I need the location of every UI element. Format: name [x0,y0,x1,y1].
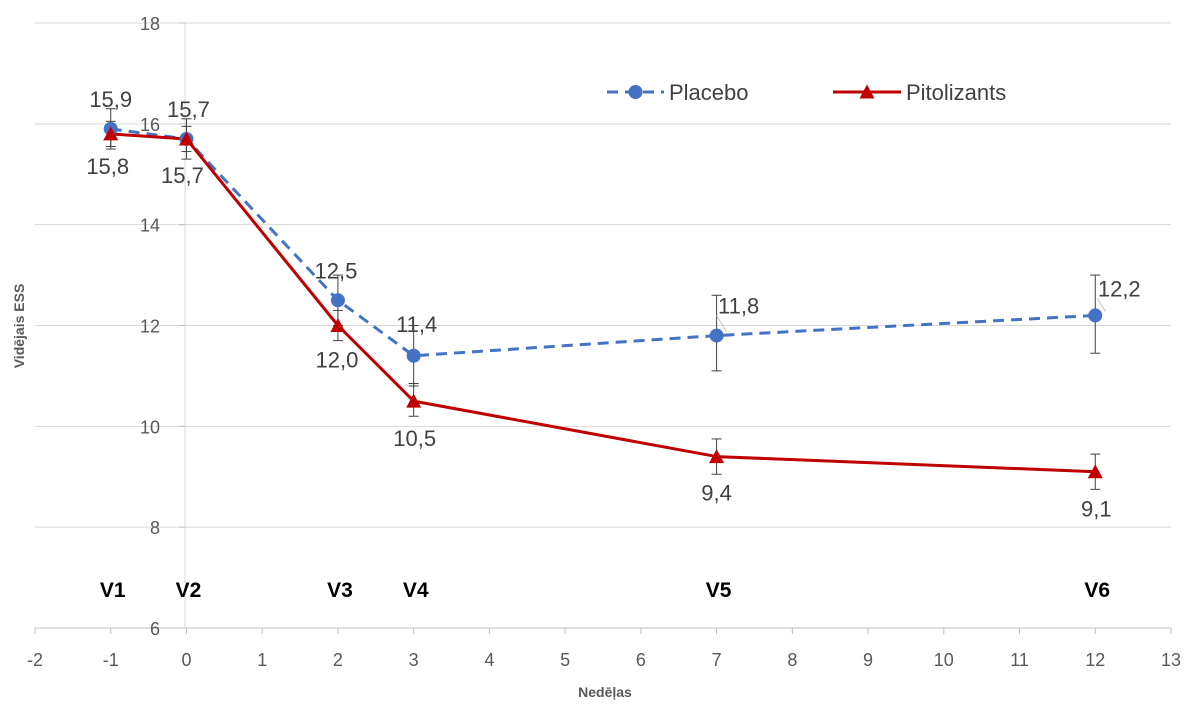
data-labels: 15,9 15,8 15,7 15,7 12,5 12,0 11,4 10,5 11,8 9,4 1… [86,87,1140,522]
data-label-pitolizants: 9,1 [1081,497,1112,522]
data-label-placebo: 15,7 [167,97,210,122]
x-tick-label: 11 [1010,650,1029,670]
y-tick-label: 14 [140,216,160,236]
x-tick-label: 1 [257,650,267,670]
error-bars [105,108,1101,490]
x-axis-title: Nedēļas [578,684,632,700]
x-tick-label: -1 [103,650,119,670]
legend: Placebo Pitolizants [607,80,1006,105]
y-axis-title: Vidējais ESS [11,284,27,369]
data-label-pitolizants: 15,7 [161,163,204,188]
x-tick-label: 8 [787,650,797,670]
x-tick-label: 3 [409,650,419,670]
y-tick-label: 8 [150,518,160,538]
x-tick-label: 10 [934,650,954,670]
data-point-pitolizants [330,318,346,332]
y-tick-label: 16 [140,115,160,135]
series-line-placebo [110,127,1096,358]
data-label-pitolizants: 10,5 [393,426,436,451]
visit-label: V5 [706,579,732,602]
y-tick-label: 12 [140,317,160,337]
data-label-leader [716,315,728,332]
legend-label-pitolizants: Pitolizants [906,80,1006,105]
x-tick-label: 2 [333,650,343,670]
x-tick-label: 13 [1161,650,1181,670]
x-tick-label: -2 [27,650,43,670]
data-label-pitolizants: 12,0 [316,348,359,373]
legend-marker-pitolizants [859,84,875,99]
visit-label: V4 [403,579,429,602]
visit-label: V1 [100,579,126,602]
data-label-pitolizants: 15,8 [86,154,129,179]
visit-label: V3 [327,579,353,602]
legend-label-placebo: Placebo [669,80,749,105]
visit-label: V2 [176,579,202,602]
data-point-placebo [406,348,421,363]
data-point-pitolizants [178,131,194,146]
x-tick-label: 9 [863,650,873,670]
series-line-pitolizants [110,132,1096,474]
visit-label: V6 [1084,579,1110,602]
data-label-placebo: 11,8 [718,294,759,319]
x-tick-label: 0 [181,650,191,670]
x-tick-label: 6 [636,650,646,670]
gridlines [35,22,1171,528]
axes [34,22,1172,634]
data-point-placebo [330,293,345,308]
data-label-leader [1096,298,1106,312]
data-label-placebo: 15,9 [89,87,132,112]
data-point-placebo [709,328,724,343]
data-label-placebo: 12,2 [1098,276,1141,301]
data-point-pitolizants [1087,464,1103,479]
data-point-pitolizants [103,126,119,141]
series-lines [110,127,1096,474]
legend-marker-placebo [628,85,643,99]
x-tick-label: 7 [712,650,722,670]
data-point-pitolizants [406,393,422,408]
y-tick-label: 6 [150,619,160,639]
y-tick-label: 10 [140,417,160,437]
data-point-pitolizants [709,449,725,464]
x-tick-label: 5 [560,650,570,670]
x-tick-label: 12 [1085,650,1105,670]
visit-labels: V1 V2 V3 V4 V5 V6 [100,579,1110,602]
series-markers [103,121,1103,479]
data-label-placebo: 12,5 [315,258,358,283]
y-tick-label: 18 [140,14,160,34]
data-label-placebo: 11,4 [396,312,437,337]
x-tick-label: 4 [484,650,494,670]
data-label-pitolizants: 9,4 [701,481,732,506]
data-point-placebo [1088,308,1103,323]
